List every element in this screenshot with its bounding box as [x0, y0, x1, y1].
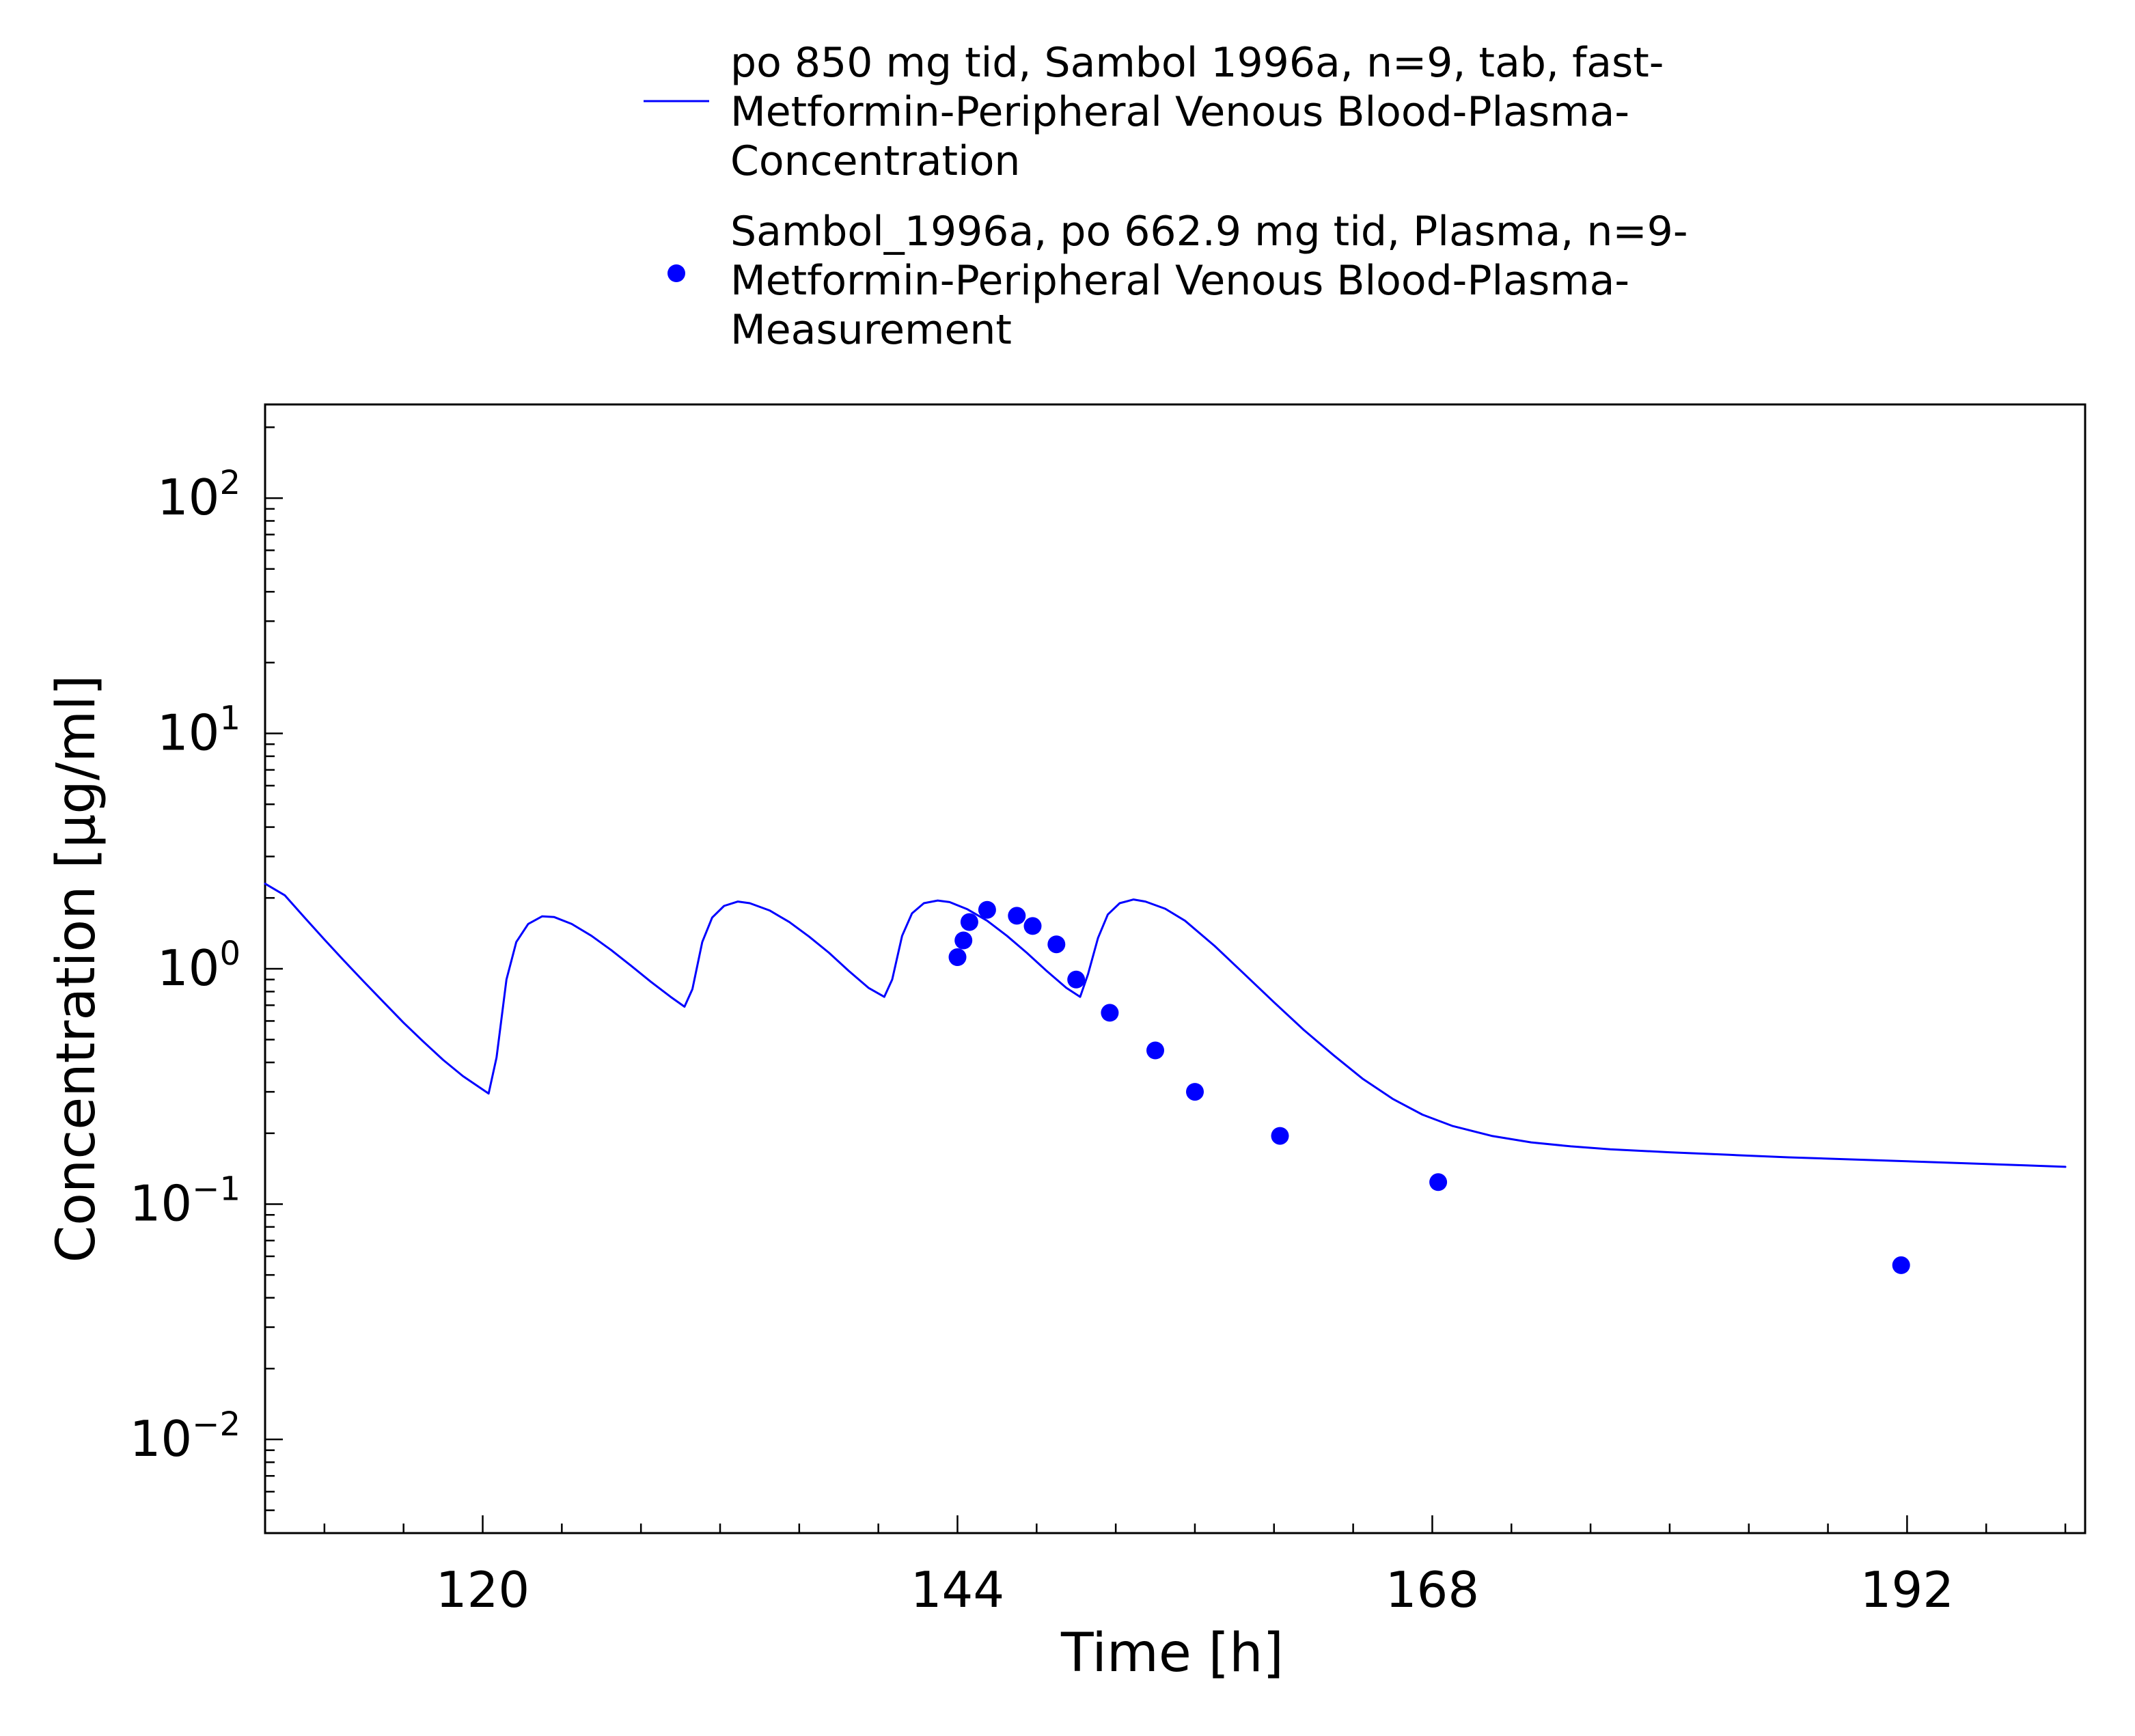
y-axis-ticks [265, 426, 283, 1534]
legend: po 850 mg tid, Sambol 1996a, n=9, tab, f… [644, 39, 1688, 354]
measurement-point [1892, 1256, 1910, 1274]
points-group [948, 900, 1910, 1274]
y-tick-label: 10−2 [130, 1405, 240, 1468]
x-axis-ticks [323, 1515, 2067, 1533]
y-tick-exponent: 2 [219, 464, 240, 502]
y-tick-base: 10 [130, 1174, 193, 1232]
y-tick-base: 10 [157, 704, 220, 762]
y-tick-label: 101 [157, 700, 240, 762]
y-axis-label: Concentration [µg/ml] [46, 675, 107, 1263]
measurement-point [954, 931, 973, 950]
legend-item-simulation: po 850 mg tid, Sambol 1996a, n=9, tab, f… [644, 39, 1664, 185]
y-tick-base: 10 [157, 939, 220, 997]
simulation-line [264, 882, 2067, 1168]
x-tick-label: 120 [436, 1561, 529, 1618]
x-axis-label: Time [h] [1060, 1623, 1284, 1684]
measurement-point [1023, 917, 1042, 935]
measurement-point [978, 900, 996, 919]
y-tick-exponent: 1 [219, 700, 240, 738]
plot-frame [264, 403, 2086, 1534]
x-tick-label: 168 [1386, 1561, 1479, 1618]
measurement-point [1271, 1127, 1289, 1145]
y-tick-exponent: −1 [192, 1170, 240, 1208]
legend-simulation-line-3: Concentration [730, 137, 1020, 185]
legend-simulation-line-1: po 850 mg tid, Sambol 1996a, n=9, tab, f… [730, 39, 1664, 87]
y-tick-exponent: 0 [219, 935, 240, 973]
legend-marker-swatch [667, 264, 685, 282]
measurement-point [1101, 1004, 1119, 1022]
series-group [264, 882, 2067, 1168]
legend-measurement-line-2: Metformin-Peripheral Venous Blood-Plasma… [730, 257, 1629, 305]
measurement-point [948, 948, 967, 966]
measurement-point [1186, 1083, 1204, 1101]
y-tick-label: 102 [157, 464, 240, 526]
x-tick-label: 192 [1860, 1561, 1954, 1618]
measurement-point [1429, 1173, 1448, 1191]
legend-measurement-line-1: Sambol_1996a, po 662.9 mg tid, Plasma, n… [730, 208, 1688, 256]
y-tick-base: 10 [130, 1410, 193, 1468]
y-tick-label: 100 [157, 935, 240, 997]
x-tick-label: 144 [911, 1561, 1004, 1618]
y-tick-base: 10 [157, 469, 220, 526]
y-tick-exponent: −2 [192, 1405, 240, 1444]
measurement-point [1067, 970, 1086, 989]
measurement-point [1146, 1041, 1164, 1060]
measurement-point [1008, 907, 1026, 925]
measurement-point [1047, 935, 1066, 954]
measurement-point [960, 913, 978, 931]
legend-item-measurement: Sambol_1996a, po 662.9 mg tid, Plasma, n… [667, 208, 1688, 354]
y-tick-label: 10−1 [130, 1170, 240, 1232]
legend-simulation-line-2: Metformin-Peripheral Venous Blood-Plasma… [730, 88, 1629, 136]
x-axis-tick-labels: 120 144 168 192 [436, 1561, 1954, 1618]
legend-measurement-line-3: Measurement [730, 306, 1012, 354]
